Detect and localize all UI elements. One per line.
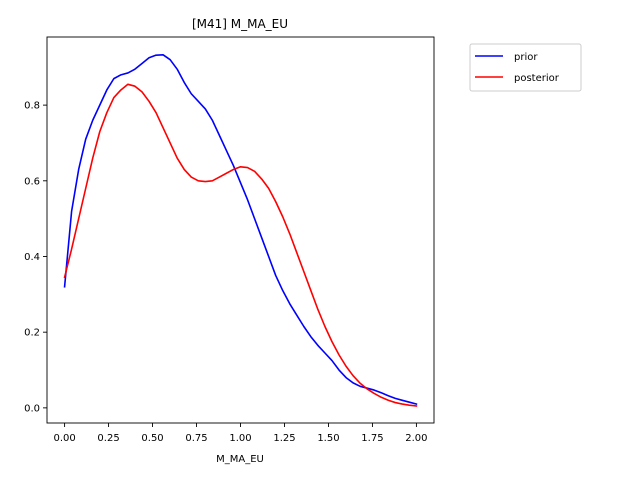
axes: 0.00 0.25 0.50 0.75 1.00 1.25 1.50 1.75 2.00 0.0 0… [24, 36, 435, 444]
legend: prior posterior [469, 43, 582, 92]
x-tick-label: 0.75 [185, 433, 207, 444]
x-tick-label: 2.00 [405, 433, 427, 444]
y-tick-label: 0.8 [24, 101, 40, 112]
series-line-posterior [63, 83, 418, 407]
chart-title: [M41] M_MA_EU [192, 17, 288, 31]
y-tick-label: 0.2 [24, 328, 40, 339]
x-axis-label: M_MA_EU [216, 454, 264, 465]
legend-label-prior: prior [514, 52, 538, 63]
x-tick-label: 1.00 [229, 433, 251, 444]
x-tick-label: 0.00 [53, 433, 75, 444]
x-tick-label: 1.50 [317, 433, 339, 444]
y-tick-label: 0.6 [24, 176, 40, 187]
x-tick-label: 0.25 [97, 433, 119, 444]
x-tick-label: 1.75 [361, 433, 383, 444]
y-tick-label: 0.4 [24, 252, 40, 263]
series-line-prior [63, 53, 418, 406]
x-tick-label: 1.25 [273, 433, 295, 444]
plot-area [63, 53, 418, 407]
x-tick-label: 0.50 [141, 433, 163, 444]
y-tick-label: 0.0 [24, 403, 40, 414]
legend-label-posterior: posterior [514, 73, 560, 84]
